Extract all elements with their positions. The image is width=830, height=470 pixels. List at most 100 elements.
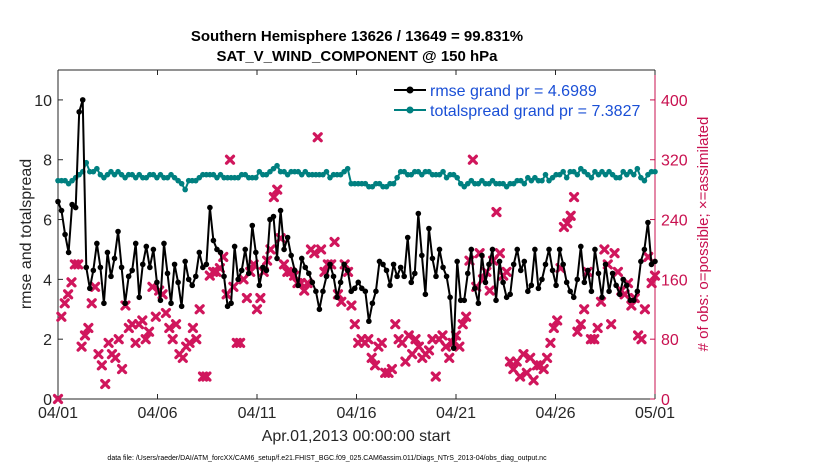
rmse-point: [394, 273, 400, 280]
obs-assimilated-marker: [66, 277, 77, 288]
rmse-point: [411, 270, 418, 277]
y-tick-label-right: 80: [661, 332, 679, 349]
rmse-point: [217, 249, 224, 256]
totalspread-point: [641, 177, 648, 184]
rmse-point: [419, 252, 425, 259]
rmse-point: [588, 288, 595, 295]
rmse-point: [383, 267, 390, 274]
rmse-point: [532, 246, 538, 253]
obs-assimilated-marker: [511, 356, 522, 367]
x-tick-label: 04/06: [137, 405, 177, 422]
rmse-point: [380, 261, 386, 268]
rmse-point: [570, 294, 577, 301]
totalspread-point: [182, 186, 188, 193]
rmse-point: [475, 300, 482, 307]
rmse-point: [192, 273, 199, 280]
x-tick-label: 04/26: [535, 405, 575, 422]
rmse-point: [539, 276, 545, 283]
rmse-point: [210, 237, 217, 244]
rmse-point: [578, 243, 584, 250]
obs-assimilated-marker: [579, 304, 590, 315]
obs-assimilated-marker: [147, 281, 158, 292]
obs-assimilated-marker: [369, 360, 381, 371]
obs-assimilated-marker: [187, 322, 199, 334]
rmse-point: [366, 318, 372, 325]
y-tick-label: 4: [43, 272, 52, 289]
rmse-point: [327, 261, 333, 268]
rmse-point: [132, 240, 139, 247]
rmse-point: [86, 285, 93, 292]
rmse-point: [638, 258, 644, 265]
rmse-point: [355, 279, 362, 286]
rmse-point: [634, 288, 641, 295]
totalspread-point: [574, 171, 581, 178]
totalspread-point: [539, 177, 545, 184]
data-marks: [52, 97, 661, 405]
obs-assimilated-marker: [52, 393, 64, 405]
y-tick-label-right: 0: [661, 392, 670, 409]
rmse-point: [602, 261, 609, 268]
rmse-point: [154, 279, 160, 286]
y-tick-label-right: 400: [661, 93, 688, 110]
rmse-point: [422, 291, 429, 298]
obs-assimilated-marker: [93, 349, 104, 360]
rmse-point: [76, 109, 82, 115]
obs-assimilated-marker: [606, 319, 617, 330]
rmse-point: [291, 267, 298, 274]
rmse-point: [313, 288, 319, 295]
rmse-point: [433, 273, 439, 280]
obs-assimilated-marker: [366, 352, 377, 363]
obs-assimilated-marker: [626, 300, 637, 311]
obs-assimilated-marker: [461, 311, 472, 322]
x-tick-label: 04/16: [336, 405, 376, 422]
obs-assimilated-marker: [646, 278, 657, 289]
rmse-point: [143, 243, 150, 250]
obs-assimilated-marker: [73, 259, 84, 270]
chart-subtitle: SAT_V_WIND_COMPONENT @ 150 hPa: [216, 48, 498, 65]
rmse-point: [528, 282, 535, 289]
obs-assimilated-marker: [100, 378, 111, 390]
rmse-point: [546, 246, 552, 253]
rmse-point: [574, 276, 581, 283]
obs-assimilated-marker: [541, 352, 553, 363]
obs-assimilated-marker: [636, 334, 647, 345]
rmse-point: [242, 246, 249, 253]
obs-assimilated-marker: [79, 330, 91, 341]
rmse-point: [263, 267, 270, 274]
obs-assimilated-marker: [548, 322, 559, 334]
rmse-point: [306, 270, 312, 277]
obs-assimilated-marker: [649, 270, 661, 281]
rmse-point: [542, 261, 549, 268]
obs-assimilated-marker: [143, 326, 155, 337]
rmse-point: [479, 252, 485, 259]
rmse-point: [161, 240, 167, 247]
totalspread-point: [588, 174, 595, 181]
totalspread-point: [631, 171, 637, 178]
rmse-point: [83, 264, 90, 271]
obs-assimilated-marker: [491, 206, 502, 218]
rmse-point: [147, 264, 153, 271]
legend-rmse-marker: [406, 86, 414, 94]
totalspread-point: [634, 165, 641, 172]
rmse-point: [129, 267, 135, 274]
rmse-point: [309, 279, 316, 286]
y-tick-label: 10: [34, 93, 52, 110]
obs-assimilated-marker: [403, 330, 414, 341]
rmse-point: [58, 207, 65, 214]
rmse-point: [454, 258, 460, 265]
rmse-point: [65, 249, 72, 256]
obs-assimilated-marker: [251, 304, 263, 315]
obs-assimilated-marker: [255, 292, 266, 304]
obs-assimilated-marker: [400, 356, 411, 367]
obs-assimilated-marker: [552, 315, 563, 326]
rmse-point: [108, 273, 114, 280]
rmse-point: [641, 246, 648, 253]
rmse-point: [228, 300, 234, 307]
rmse-point: [369, 300, 376, 307]
obs-assimilated-marker: [241, 292, 252, 304]
obs-assimilated-marker: [518, 349, 529, 360]
obs-assimilated-marker: [437, 330, 448, 341]
totalspread-point: [344, 165, 351, 172]
obs-assimilated-marker: [619, 289, 630, 300]
rmse-point: [613, 282, 619, 289]
